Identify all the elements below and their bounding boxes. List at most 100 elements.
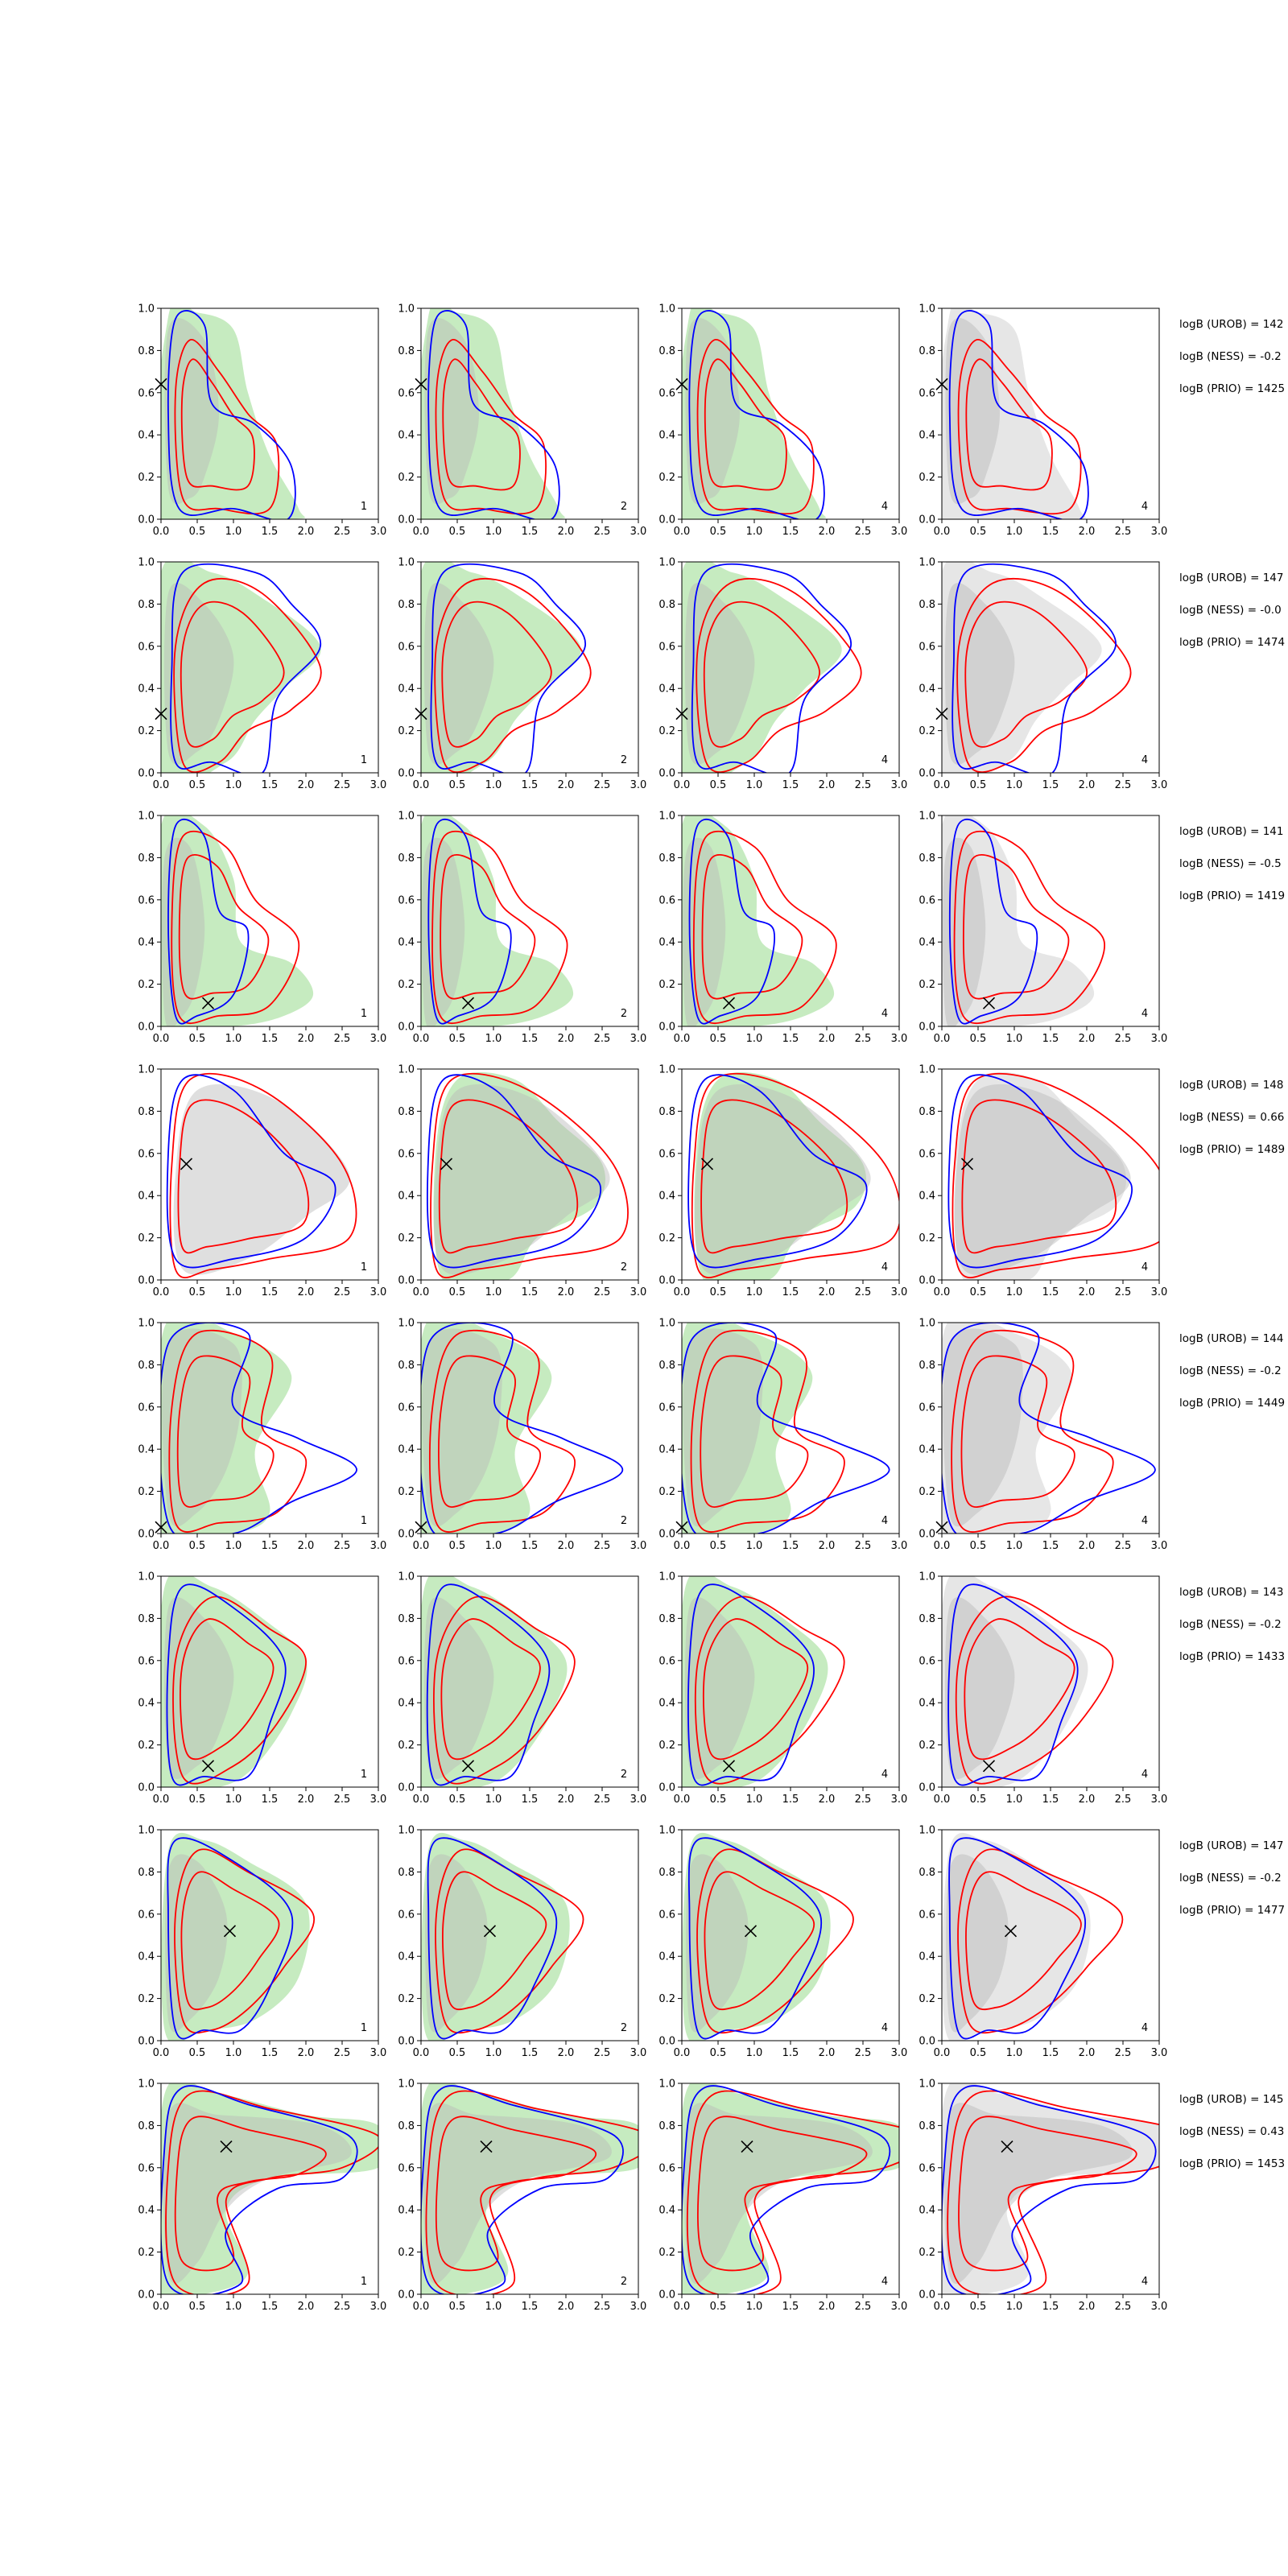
logb-annotations: logB (UROB) = 141 logB (NESS) = -0.5 logB … xyxy=(1179,825,1285,902)
x-tick-label: 2.5 xyxy=(855,2047,872,2059)
urob-contour xyxy=(947,1583,1079,1786)
y-tick-label: 0.2 xyxy=(398,1740,415,1752)
x-tick-label: 2.5 xyxy=(594,1033,611,1045)
logb-annotations: logB (UROB) = 145 logB (NESS) = 0.43 logB … xyxy=(1179,2093,1285,2170)
y-tick-label: 0.6 xyxy=(138,1909,155,1921)
y-tick-label: 0.6 xyxy=(398,1402,415,1414)
y-tick-label: 1.0 xyxy=(919,2079,935,2091)
ness-contour-outer xyxy=(171,830,300,1025)
prior-density-outer xyxy=(954,1071,1127,1280)
panel-number: 2 xyxy=(621,1261,627,1274)
y-tick-label: 0.2 xyxy=(658,1993,675,2005)
y-tick-label: 1.0 xyxy=(919,1318,935,1330)
x-tick-label: 1.5 xyxy=(1042,779,1059,791)
y-tick-label: 0.8 xyxy=(658,1106,675,1118)
x-tick-label: 0.5 xyxy=(189,779,206,791)
plot-area xyxy=(161,308,305,519)
y-tick-label: 0.0 xyxy=(919,1529,935,1541)
ness-contour-outer xyxy=(957,1848,1124,2034)
figure-row-3: 0.0 0.5 1.0 1.5 2.0 2.5 3.0 0.0 0.2 0.4 0.6 0.8 1.0 1… xyxy=(138,811,1285,1046)
panel-r7-c2: 0.0 0.5 1.0 1.5 2.0 2.5 3.0 0.0 0.2 0.4 0.6 0.8 1.0 2 xyxy=(398,1825,646,2060)
x-tick-label: 0.0 xyxy=(934,526,951,538)
y-tick-label: 1.0 xyxy=(398,2079,415,2091)
urob-contour xyxy=(430,563,586,773)
ness-contour-outer xyxy=(433,1596,576,1785)
logb-annotations: logB (UROB) = 147 logB (NESS) = -0.2 logB … xyxy=(1179,1839,1285,1917)
y-tick-label: 0.6 xyxy=(658,1402,675,1414)
logb-ness: logB (NESS) = -0.2 xyxy=(1179,1364,1282,1377)
x-tick-label: 2.0 xyxy=(298,1033,315,1045)
logb-urob: logB (UROB) = 147 xyxy=(1179,1839,1283,1852)
ness-contour-inner xyxy=(442,1871,547,2011)
x-tick-label: 3.0 xyxy=(630,1540,647,1552)
x-tick-label: 0.5 xyxy=(449,1540,466,1552)
y-tick-label: 0.8 xyxy=(138,1106,155,1118)
x-tick-label: 1.5 xyxy=(522,779,539,791)
y-tick-label: 0.6 xyxy=(658,1148,675,1160)
true-value-marker xyxy=(1004,1925,1018,1938)
x-tick-label: 3.0 xyxy=(630,2047,647,2059)
plot-area xyxy=(161,1576,308,1787)
prior-density-region xyxy=(954,1084,1131,1275)
prior-density-region xyxy=(944,1597,1015,1779)
ness-contour-outer xyxy=(953,830,1105,1025)
y-tick-label: 0.2 xyxy=(919,1993,935,2005)
urob-contour xyxy=(688,310,825,519)
true-density-region xyxy=(682,1832,831,2041)
ness-contour-outer xyxy=(435,1848,584,2034)
x-tick-label: 2.5 xyxy=(594,2301,611,2313)
y-tick-label: 0.8 xyxy=(138,852,155,865)
y-tick-label: 0.6 xyxy=(658,641,675,653)
prior-density-region xyxy=(683,837,726,1026)
logb-prio: logB (PRIO) = 1449 xyxy=(1179,1397,1285,1410)
x-tick-label: 1.5 xyxy=(262,1286,279,1298)
y-tick-label: 0.6 xyxy=(398,1909,415,1921)
y-tick-label: 0.8 xyxy=(919,345,935,357)
panel-r1-c4: 0.0 0.5 1.0 1.5 2.0 2.5 3.0 0.0 0.2 0.4 0.6 0.8 1.0 4 xyxy=(919,303,1167,539)
y-tick-label: 0.0 xyxy=(398,1782,415,1794)
y-tick-label: 1.0 xyxy=(919,811,935,823)
x-tick-label: 2.0 xyxy=(819,779,836,791)
x-tick-label: 2.0 xyxy=(819,1033,836,1045)
x-tick-label: 3.0 xyxy=(891,1033,908,1045)
y-tick-label: 0.4 xyxy=(398,430,415,442)
y-tick-label: 1.0 xyxy=(658,2079,675,2091)
panel-r6-c2: 0.0 0.5 1.0 1.5 2.0 2.5 3.0 0.0 0.2 0.4 0.6 0.8 1.0 2 xyxy=(398,1571,646,1806)
x-tick-label: 0.5 xyxy=(189,1033,206,1045)
x-tick-label: 2.0 xyxy=(819,2301,836,2313)
x-tick-label: 3.0 xyxy=(370,2301,387,2313)
plot-area xyxy=(942,1323,1156,1534)
y-tick-label: 1.0 xyxy=(138,811,155,823)
y-tick-label: 1.0 xyxy=(658,811,675,823)
y-tick-label: 0.4 xyxy=(138,1191,155,1203)
y-tick-label: 0.4 xyxy=(919,937,935,949)
logb-prio: logB (PRIO) = 1433 xyxy=(1179,1650,1285,1663)
x-tick-label: 1.0 xyxy=(225,779,242,791)
y-tick-label: 0.2 xyxy=(398,472,415,484)
x-tick-label: 0.0 xyxy=(934,779,951,791)
panel-r5-c1: 0.0 0.5 1.0 1.5 2.0 2.5 3.0 0.0 0.2 0.4 0.6 0.8 1.0 1 xyxy=(138,1318,386,1553)
y-tick-label: 0.2 xyxy=(658,725,675,737)
panel-r2-c4: 0.0 0.5 1.0 1.5 2.0 2.5 3.0 0.0 0.2 0.4 0.6 0.8 1.0 4 xyxy=(919,557,1167,792)
y-tick-label: 0.8 xyxy=(919,1867,935,1879)
y-tick-label: 0.0 xyxy=(138,1529,155,1541)
y-tick-label: 0.6 xyxy=(919,1402,935,1414)
x-tick-label: 1.0 xyxy=(225,2301,242,2313)
x-tick-label: 2.0 xyxy=(558,2047,575,2059)
plot-area xyxy=(421,1323,624,1534)
urob-contour xyxy=(947,1074,1133,1269)
true-density-region xyxy=(161,2083,378,2294)
y-tick-label: 1.0 xyxy=(398,1571,415,1583)
y-tick-label: 0.4 xyxy=(658,2205,675,2217)
x-tick-label: 2.0 xyxy=(298,2301,315,2313)
x-tick-label: 2.0 xyxy=(298,526,315,538)
y-tick-label: 0.8 xyxy=(138,2120,155,2132)
x-tick-label: 0.5 xyxy=(970,2301,987,2313)
y-tick-label: 0.4 xyxy=(138,683,155,696)
prior-density-region xyxy=(423,583,494,765)
x-tick-label: 0.0 xyxy=(934,2047,951,2059)
x-tick-label: 2.0 xyxy=(298,1540,315,1552)
panel-r8-c1: 0.0 0.5 1.0 1.5 2.0 2.5 3.0 0.0 0.2 0.4 0.6 0.8 1.0 1 xyxy=(138,2079,387,2314)
logb-annotations: logB (UROB) = 148 logB (NESS) = 0.66 logB … xyxy=(1179,1079,1285,1156)
y-tick-label: 0.2 xyxy=(919,725,935,737)
